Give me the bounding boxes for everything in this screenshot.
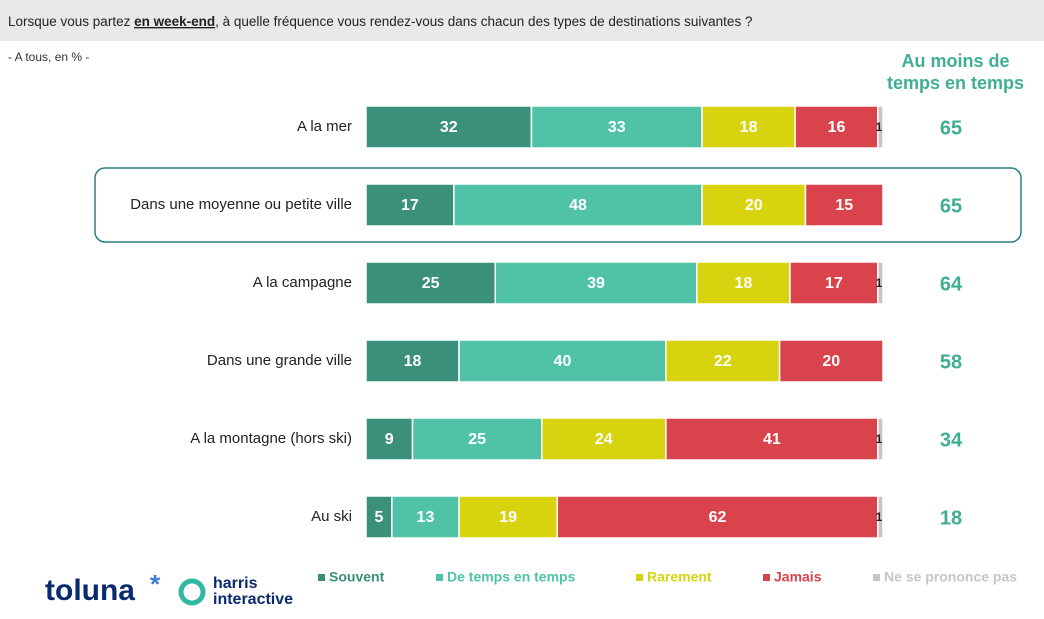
data-label: 20 — [822, 353, 840, 370]
data-label: 17 — [825, 275, 843, 292]
data-label: 25 — [468, 431, 486, 448]
logo-ring — [178, 578, 206, 606]
bar-segment — [877, 417, 884, 461]
data-label: 17 — [401, 197, 419, 214]
data-label: 16 — [828, 119, 846, 136]
bar-segment — [877, 495, 884, 539]
summary-value: 58 — [940, 351, 962, 373]
logo-toluna: toluna — [45, 574, 135, 607]
title-emphasis: en week-end — [134, 14, 215, 29]
subtitle: - A tous, en % - — [8, 50, 89, 64]
bar-segment — [458, 495, 559, 539]
highlight-box — [94, 167, 1022, 243]
data-label: 9 — [385, 431, 394, 448]
category-label: A la montagne (hors ski) — [190, 430, 352, 447]
bar-segment — [391, 495, 460, 539]
header-band — [0, 0, 1044, 41]
summary-value: 18 — [940, 507, 962, 529]
summary-value: 65 — [940, 117, 962, 139]
legend-label: Ne se prononce pas — [884, 569, 1017, 585]
bar-segment — [877, 105, 884, 149]
bar-segment — [365, 261, 496, 305]
bar-segment — [665, 339, 781, 383]
legend-swatch — [763, 574, 770, 581]
data-label: 18 — [404, 353, 422, 370]
bar-segment — [778, 339, 884, 383]
bar-segment — [789, 261, 879, 305]
legend-label: De temps en temps — [447, 569, 576, 585]
data-label: 5 — [374, 509, 383, 526]
chart-title: Lorsque vous partez en week-end, à quell… — [8, 14, 752, 29]
category-label: Dans une moyenne ou petite ville — [130, 196, 352, 213]
bar-segment — [365, 339, 460, 383]
summary-value: 64 — [940, 273, 963, 295]
bar-segment — [494, 261, 698, 305]
legend-label: Rarement — [647, 569, 712, 585]
category-label: Au ski — [311, 508, 352, 525]
bar-segment — [541, 417, 667, 461]
data-label: 24 — [595, 431, 613, 448]
bar-segment — [701, 183, 807, 227]
logo-harris: harris — [213, 575, 258, 592]
summary-value: 34 — [940, 429, 963, 451]
data-label: 41 — [763, 431, 781, 448]
data-label: 62 — [709, 509, 727, 526]
title-part: Lorsque vous partez — [8, 14, 134, 29]
data-label: 15 — [835, 197, 853, 214]
data-label: 1 — [876, 432, 883, 446]
data-label: 39 — [587, 275, 605, 292]
bar-segment — [453, 183, 703, 227]
category-label: Dans une grande ville — [207, 352, 352, 369]
data-label: 18 — [735, 275, 753, 292]
data-label: 48 — [569, 197, 587, 214]
legend-label: Jamais — [774, 569, 822, 585]
legend-label: Souvent — [329, 569, 385, 585]
data-label: 1 — [876, 120, 883, 134]
data-label: 1 — [876, 276, 883, 290]
bar-segment — [877, 261, 884, 305]
bar-segment — [665, 417, 879, 461]
summary-value: 65 — [940, 195, 962, 217]
logo-star: * — [150, 569, 161, 599]
legend-swatch — [636, 574, 643, 581]
data-label: 32 — [440, 119, 458, 136]
data-label: 18 — [740, 119, 758, 136]
data-label: 13 — [417, 509, 435, 526]
data-label: 22 — [714, 353, 732, 370]
legend-swatch — [318, 574, 325, 581]
bar-segment — [804, 183, 884, 227]
data-label: 33 — [608, 119, 626, 136]
data-label: 20 — [745, 197, 763, 214]
bar-segment — [458, 339, 667, 383]
bar-segment — [696, 261, 791, 305]
data-label: 25 — [422, 275, 440, 292]
category-label: A la campagne — [253, 274, 352, 291]
legend-swatch — [436, 574, 443, 581]
legend-swatch — [873, 574, 880, 581]
summary-title: Au moins de temps en temps — [886, 51, 1025, 93]
data-label: 19 — [499, 509, 517, 526]
data-label: 1 — [876, 510, 883, 524]
data-label: 40 — [554, 353, 572, 370]
logo-interactive: interactive — [213, 591, 293, 608]
category-label: A la mer — [297, 118, 352, 135]
title-part: , à quelle fréquence vous rendez-vous da… — [215, 14, 752, 29]
